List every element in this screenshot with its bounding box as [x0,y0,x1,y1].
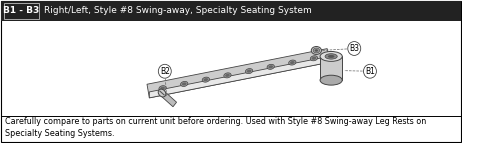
Ellipse shape [320,51,342,61]
Bar [4,3,39,19]
Ellipse shape [325,54,337,59]
Ellipse shape [290,61,294,64]
Ellipse shape [310,56,318,61]
Circle shape [364,64,376,78]
Ellipse shape [160,87,165,90]
Circle shape [158,64,172,78]
Bar [1,1,462,21]
Polygon shape [320,56,342,80]
Ellipse shape [224,73,231,78]
Ellipse shape [268,65,273,68]
Ellipse shape [204,78,208,81]
Ellipse shape [320,75,342,85]
Ellipse shape [288,60,296,65]
Circle shape [348,42,360,55]
Ellipse shape [180,81,188,86]
Text: Carefully compare to parts on current unit before ordering. Used with Style #8 S: Carefully compare to parts on current un… [5,117,426,138]
Ellipse shape [267,64,274,69]
Polygon shape [160,91,176,107]
Ellipse shape [246,69,252,74]
Ellipse shape [182,82,186,85]
Ellipse shape [225,74,230,77]
Polygon shape [150,56,330,98]
Text: B1 - B3: B1 - B3 [4,6,40,15]
Ellipse shape [313,48,320,53]
Ellipse shape [202,77,209,82]
Text: Right/Left, Style #8 Swing-away, Specialty Seating System: Right/Left, Style #8 Swing-away, Special… [44,6,312,15]
Ellipse shape [312,57,316,60]
Ellipse shape [158,89,166,97]
Polygon shape [147,49,330,98]
Ellipse shape [314,49,318,52]
Ellipse shape [312,47,322,54]
Text: B1: B1 [365,67,375,76]
Ellipse shape [247,70,252,73]
Text: B3: B3 [349,44,359,53]
Ellipse shape [328,55,334,58]
Text: B2: B2 [160,67,170,76]
Ellipse shape [159,86,166,91]
